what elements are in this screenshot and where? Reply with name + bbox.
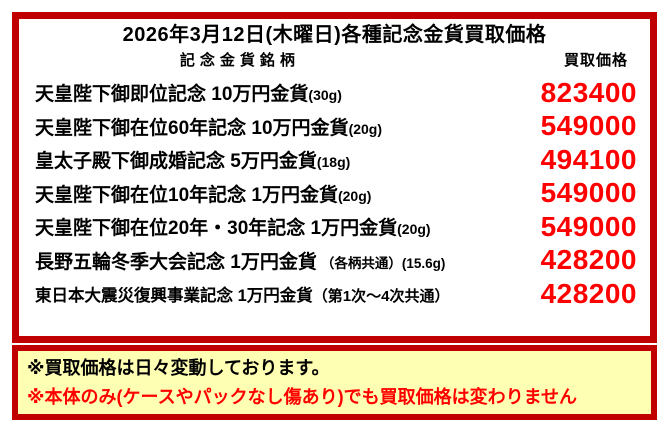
coin-detail: (20g)	[397, 221, 431, 238]
table-row: 天皇陛下御即位記念 10万円金貨(30g) 823400	[19, 76, 650, 110]
coin-name: 天皇陛下御在位20年・30年記念 1万円金貨(20g)	[35, 213, 431, 240]
coin-price: 428200	[540, 277, 637, 309]
coin-price: 494100	[540, 143, 637, 175]
coin-name: 皇太子殿下御成婚記念 5万円金貨(18g)	[35, 146, 350, 173]
table-row: 天皇陛下御在位20年・30年記念 1万円金貨(20g) 549000	[19, 210, 650, 244]
coin-name-text: 天皇陛下御在位20年・30年記念 1万円金貨	[35, 218, 398, 240]
coin-name-text: 長野五輪冬季大会記念 1万円金貨	[35, 251, 317, 273]
coin-name: 天皇陛下御在位60年記念 10万円金貨(20g)	[35, 113, 382, 140]
coin-name: 天皇陛下御即位記念 10万円金貨(30g)	[35, 79, 342, 106]
price-table-box: 2026年3月12日(木曜日)各種記念金貨買取価格 記念金貨銘柄 買取価格 天皇…	[12, 12, 657, 343]
coin-detail: (20g)	[348, 120, 383, 137]
coin-price: 549000	[540, 110, 637, 142]
table-row: 長野五輪冬季大会記念 1万円金貨 （各柄共通）(15.6g) 428200	[19, 244, 650, 278]
note-condition: ※本体のみ(ケースやパックなし傷あり)でも買取価格は変わりません	[27, 387, 578, 407]
coin-detail: (20g)	[337, 187, 372, 204]
coin-name: 東日本大震災復興事業記念 1万円金貨（第1次～4次共通）	[35, 282, 449, 306]
page-title: 2026年3月12日(木曜日)各種記念金貨買取価格	[122, 24, 547, 46]
coin-name-text: 天皇陛下御在位60年記念 10万円金貨	[35, 117, 349, 139]
coin-price: 549000	[540, 210, 637, 242]
coin-price: 549000	[540, 177, 637, 209]
table-row: 天皇陛下御在位10年記念 1万円金貨(20g) 549000	[19, 177, 650, 211]
coin-name-text: 天皇陛下御即位記念 10万円金貨	[35, 84, 309, 106]
coin-detail: (30g)	[308, 87, 342, 104]
column-header-coin-name: 記念金貨銘柄	[179, 52, 300, 69]
table-header: 記念金貨銘柄 買取価格	[19, 51, 650, 71]
coin-detail: （第1次～4次共通）	[312, 287, 450, 305]
table-row: 天皇陛下御在位60年記念 10万円金貨(20g) 549000	[19, 110, 650, 144]
table-row: 皇太子殿下御成婚記念 5万円金貨(18g) 494100	[19, 143, 650, 177]
table-row: 東日本大震災復興事業記念 1万円金貨（第1次～4次共通） 428200	[19, 277, 650, 311]
coin-name-text: 皇太子殿下御成婚記念 5万円金貨	[35, 151, 317, 173]
column-header-price: 買取価格	[563, 52, 628, 69]
coin-price: 428200	[540, 244, 637, 276]
coin-detail: (18g)	[316, 154, 351, 171]
notes-box: ※買取価格は日々変動しております。 ※本体のみ(ケースやパックなし傷あり)でも買…	[12, 345, 657, 420]
coin-name-text: 天皇陛下御在位10年記念 1万円金貨	[35, 184, 338, 206]
coin-name: 天皇陛下御在位10年記念 1万円金貨(20g)	[35, 180, 371, 207]
coin-name-text: 東日本大震災復興事業記念 1万円金貨	[35, 286, 313, 305]
coin-price: 823400	[540, 76, 637, 108]
price-rows: 天皇陛下御即位記念 10万円金貨(30g) 823400 天皇陛下御在位60年記…	[19, 76, 650, 311]
note-price-fluctuation: ※買取価格は日々変動しております。	[27, 358, 330, 378]
coin-name: 長野五輪冬季大会記念 1万円金貨 （各柄共通）(15.6g)	[35, 247, 445, 274]
coin-detail: （各柄共通）(15.6g)	[320, 255, 446, 271]
